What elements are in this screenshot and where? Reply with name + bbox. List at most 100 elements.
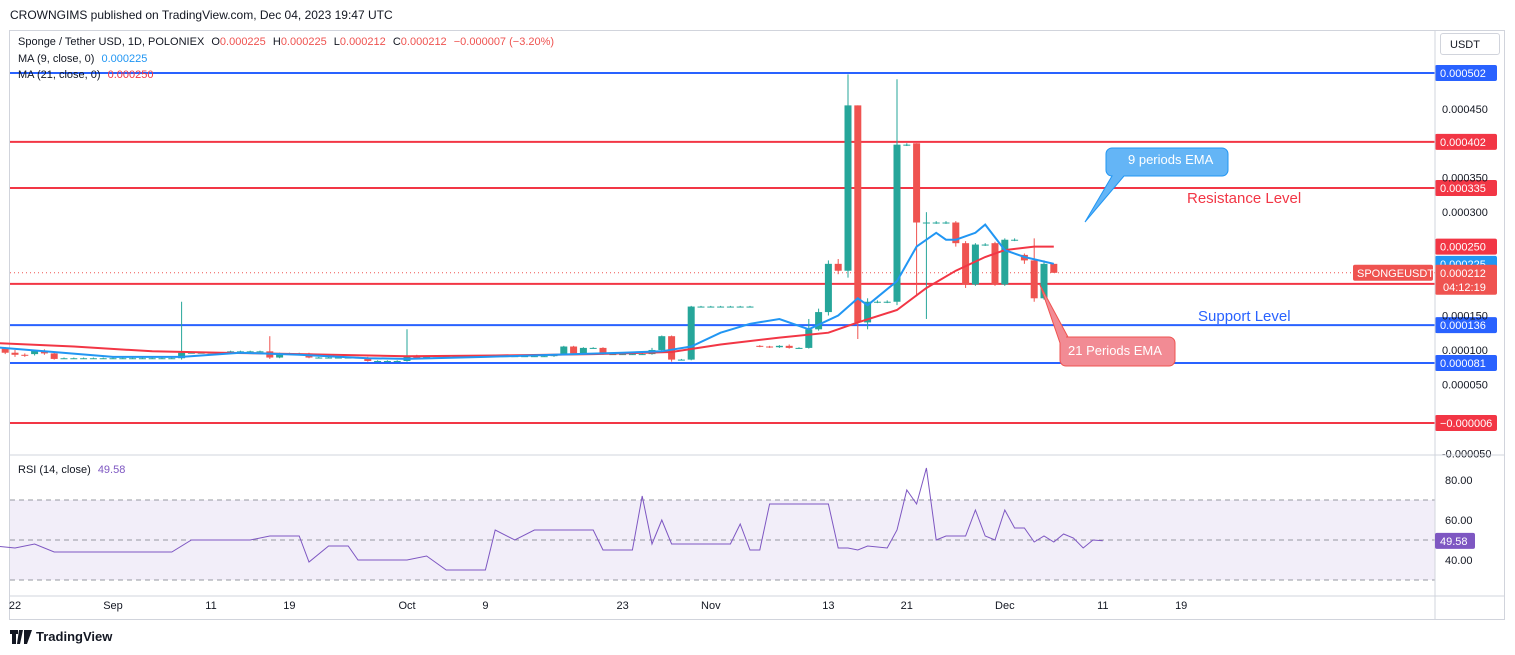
rsi-value: 49.58: [97, 464, 126, 476]
candle-body: [766, 346, 774, 348]
candle-body: [726, 306, 734, 308]
candle-body: [638, 354, 646, 356]
candle-body: [70, 358, 78, 360]
countdown-label: 04:12:19: [1443, 282, 1486, 294]
candle-body: [168, 358, 176, 360]
tradingview-logo-text: TradingView: [36, 629, 113, 644]
candle-body: [364, 357, 372, 361]
level-price-label: 0.000081: [1440, 358, 1486, 370]
candle-body: [942, 222, 950, 224]
candle-body: [256, 351, 264, 353]
candle-body: [991, 243, 999, 285]
rsi-path: [0, 467, 1103, 571]
symbol-title: Sponge / Tether USD, 1D, POLONIEX: [18, 36, 205, 48]
low-label: L: [333, 36, 340, 48]
date-tick-label: Oct: [398, 600, 415, 612]
candle-body: [246, 351, 254, 353]
candle-body: [962, 243, 970, 285]
candle-body: [628, 354, 636, 356]
axes: 0.0005020.0004020.0003350.0001960.000136…: [9, 30, 1505, 620]
candle-body: [187, 352, 195, 354]
candle-body: [854, 105, 862, 323]
candle-body: [178, 352, 186, 359]
price-tick-label: 0.000050: [1442, 379, 1488, 391]
candle-body: [11, 352, 19, 355]
candle-body: [1040, 263, 1048, 299]
currency-unit-button[interactable]: USDT: [1440, 33, 1500, 55]
level-price-label: 0.000402: [1440, 137, 1486, 149]
candle-body: [276, 354, 284, 358]
candle-body: [119, 358, 127, 360]
symbol-badge-label: SPONGEUSDT: [1357, 268, 1434, 280]
candle-body: [89, 358, 97, 360]
candle-body: [619, 354, 627, 356]
candle-body: [815, 312, 823, 330]
price-tick-label: 0.000300: [1442, 207, 1488, 219]
date-tick-label: 22: [9, 600, 21, 612]
rsi-value-badge: [1435, 532, 1475, 549]
ema21-callout-box: [1039, 284, 1176, 367]
level-price-label: −0.000006: [1440, 418, 1492, 430]
publisher-line: CROWNGIMS published on TradingView.com, …: [10, 8, 393, 22]
tradingview-logo[interactable]: TradingView: [10, 629, 112, 644]
candle-body: [570, 346, 578, 354]
candle-body: [1, 348, 9, 353]
candle-body: [707, 306, 715, 308]
candle-body: [893, 144, 901, 302]
candle-body: [315, 357, 323, 359]
date-tick-label: Sep: [103, 600, 123, 612]
candle-body: [864, 301, 872, 323]
date-tick-label: 19: [283, 600, 295, 612]
price-tick-label: 0.000150: [1442, 311, 1488, 323]
candles: [1, 74, 1058, 362]
candle-body: [589, 347, 597, 349]
open-value: 0.000225: [219, 36, 266, 48]
candle-body: [687, 306, 695, 360]
horizontal-levels: [10, 72, 1435, 424]
candle-body: [148, 358, 156, 360]
candle-body: [932, 222, 940, 224]
rsi-pane: [0, 467, 1435, 581]
candle-body: [746, 306, 754, 308]
candle-body: [540, 356, 548, 358]
ma21-label: MA (21, close, 0): [18, 69, 101, 81]
candle-body: [383, 360, 391, 362]
candle-body: [775, 345, 783, 348]
candle-body: [31, 350, 39, 355]
candle-body: [971, 244, 979, 285]
date-tick-label: 11: [205, 600, 216, 612]
candle-body: [658, 336, 666, 350]
ma9-label: MA (9, close, 0): [18, 53, 95, 65]
ema9-callout-box: [1084, 147, 1229, 223]
ma-price-label: 0.000250: [1440, 242, 1486, 254]
candle-body: [873, 301, 881, 303]
date-tick-label: 23: [616, 600, 628, 612]
rsi-value-label: 49.58: [1440, 536, 1468, 548]
candle-body: [717, 306, 725, 308]
candle-body: [1030, 260, 1038, 299]
level-price-badge: [1435, 133, 1497, 150]
price-tick-label: 0.000100: [1442, 345, 1488, 357]
ma9-legend: MA (9, close, 0) 0.000225: [18, 53, 151, 65]
high-value: 0.000225: [280, 36, 327, 48]
symbol-badge: [1353, 264, 1433, 281]
date-tick-label: Nov: [701, 600, 721, 612]
candle-body: [736, 306, 744, 308]
candle-body: [795, 347, 803, 349]
ma9-path: [0, 223, 1055, 360]
resistance-label: Resistance Level: [1187, 190, 1301, 207]
candle-body: [1050, 263, 1058, 273]
rsi-legend: RSI (14, close) 49.58: [18, 464, 129, 476]
annotations: 9 periods EMA Resistance Level Support Lev…: [1039, 147, 1301, 367]
close-value: 0.000212: [400, 36, 447, 48]
candle-body: [138, 358, 146, 360]
candle-body: [334, 357, 342, 359]
candle-body: [883, 301, 891, 303]
candle-body: [599, 347, 607, 355]
price-tick-label: 0.000450: [1442, 104, 1488, 116]
level-price-badge: [1435, 180, 1497, 197]
ma21-legend: MA (21, close, 0) 0.000250: [18, 69, 158, 81]
rsi-tick-label: 80.00: [1445, 475, 1473, 487]
tradingview-logo-icon: [10, 629, 32, 644]
